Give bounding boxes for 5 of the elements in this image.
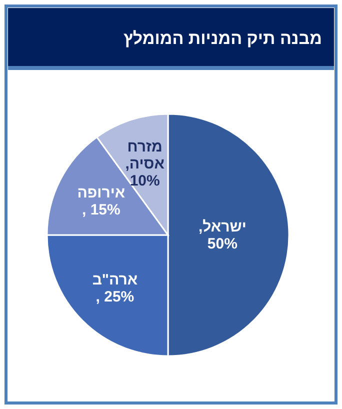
chart-title: מבנה תיק המניות המומלץ [123,29,322,48]
slice-label: אירופה [77,184,126,202]
data-label: 25% , [96,288,134,306]
data-label: 15% , [82,201,120,218]
slice-label: ארה"ב [92,272,138,289]
